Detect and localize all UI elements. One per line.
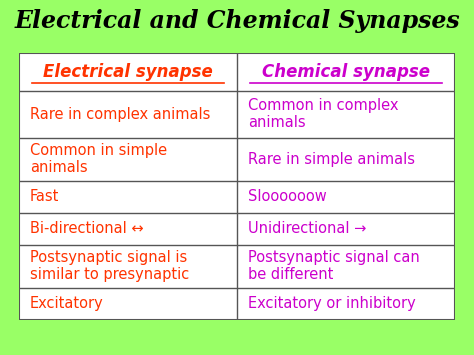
Text: Rare in complex animals: Rare in complex animals	[30, 107, 210, 122]
Text: Electrical synapse: Electrical synapse	[43, 63, 213, 81]
Text: Fast: Fast	[30, 189, 59, 204]
Text: Common in simple
animals: Common in simple animals	[30, 143, 167, 175]
Text: Excitatory or inhibitory: Excitatory or inhibitory	[248, 296, 416, 311]
Text: Electrical and Chemical Synapses: Electrical and Chemical Synapses	[14, 9, 460, 33]
Text: Unidirectional →: Unidirectional →	[248, 221, 366, 236]
Text: Common in complex
animals: Common in complex animals	[248, 98, 399, 130]
Text: Postsynaptic signal can
be different: Postsynaptic signal can be different	[248, 250, 419, 282]
Text: Rare in simple animals: Rare in simple animals	[248, 152, 415, 167]
Text: Excitatory: Excitatory	[30, 296, 104, 311]
Text: Bi-directional ↔: Bi-directional ↔	[30, 221, 144, 236]
Text: Sloooooow: Sloooooow	[248, 189, 327, 204]
Text: Postsynaptic signal is
similar to presynaptic: Postsynaptic signal is similar to presyn…	[30, 250, 189, 282]
Text: Chemical synapse: Chemical synapse	[262, 63, 430, 81]
